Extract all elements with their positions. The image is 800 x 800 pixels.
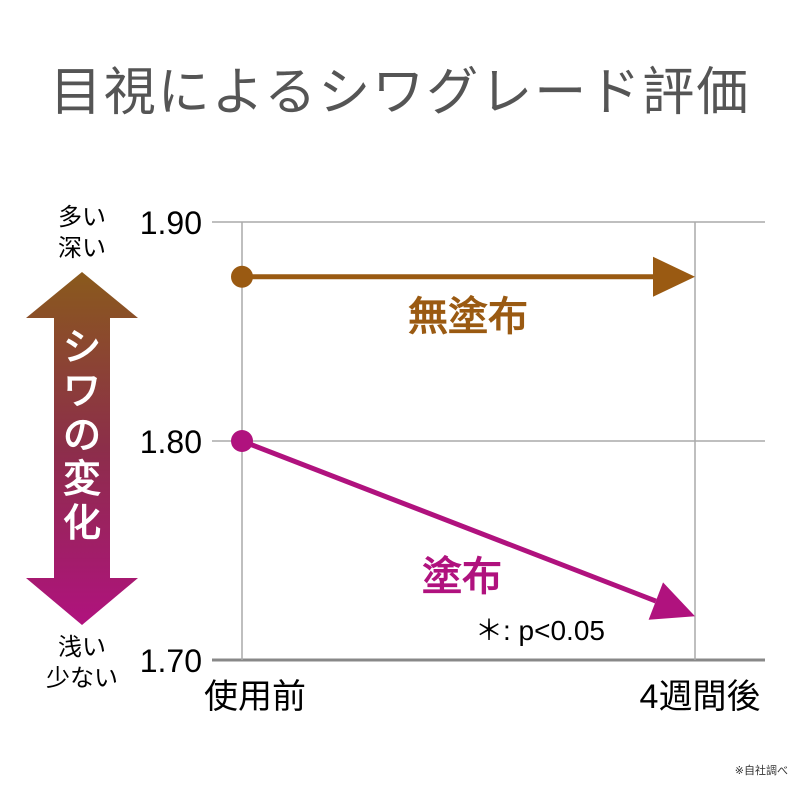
footnote: ※自社調べ <box>734 764 788 777</box>
chart-title: 目視によるシワグレード評価 <box>49 63 751 123</box>
series-arrowhead <box>648 582 695 620</box>
series-arrowhead <box>653 256 695 297</box>
indicator-label-char: シ <box>63 325 101 369</box>
series-layer <box>231 256 695 620</box>
y-tick-label: 1.70 <box>140 643 202 679</box>
indicator-label-char: ワ <box>63 369 101 413</box>
significance-note: ＊: p<0.05 <box>475 615 605 646</box>
indicator-label-char: の <box>63 413 101 457</box>
series-point <box>231 430 253 452</box>
indicator-label-char: 変 <box>63 457 101 501</box>
indicator-top-label-2: 深い <box>58 235 106 262</box>
x-tick-label: 使用前 <box>204 678 306 716</box>
series-label: 塗布 <box>422 554 502 600</box>
series-label: 無塗布 <box>408 294 528 340</box>
indicator-bottom-label-1: 浅い <box>58 634 106 661</box>
grid <box>212 221 765 662</box>
double-arrow-icon <box>26 272 138 625</box>
indicator-top-label-1: 多い <box>58 204 106 231</box>
indicator-label-char: 化 <box>63 501 101 545</box>
y-axis: 1.90 1.80 1.70 <box>140 205 202 679</box>
y-tick-label: 1.80 <box>140 424 202 460</box>
y-tick-label: 1.90 <box>140 205 202 241</box>
x-axis: 使用前 4週間後 <box>204 678 760 716</box>
series-line <box>241 438 657 604</box>
x-tick-label: 4週間後 <box>640 678 761 716</box>
indicator-bottom-label-2: 少ない <box>46 665 118 692</box>
series-point <box>231 265 253 288</box>
